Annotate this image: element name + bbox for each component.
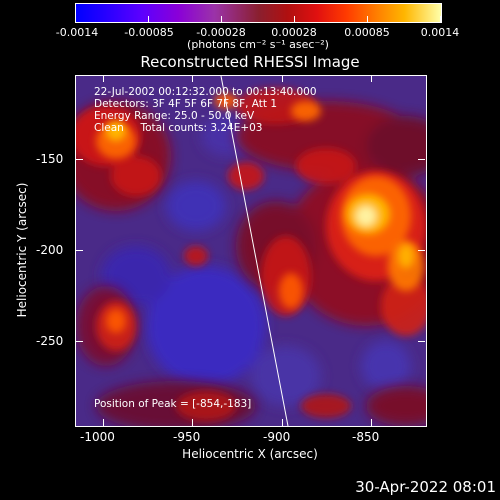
colorbar-tick-label: 0.0014 (420, 26, 460, 39)
x-axis-tick (103, 75, 104, 82)
y-axis-tick (76, 250, 83, 251)
x-axis-tick (282, 75, 283, 82)
x-axis-tick (371, 75, 372, 82)
generation-timestamp: 30-Apr-2022 08:01 (355, 478, 496, 496)
y-axis-tick (76, 341, 83, 342)
x-axis-label: Heliocentric X (arcsec) (182, 447, 318, 461)
clean-counts-text: Clean Total counts: 3.24E+03 (94, 122, 263, 134)
colorbar (75, 3, 442, 23)
colorbar-tick (367, 16, 368, 22)
colorbar-tick-label: -0.00028 (196, 26, 246, 39)
x-axis-tick-label: -850 (352, 430, 380, 444)
y-axis-tick-label: -150 (36, 152, 64, 166)
y-axis-tick (418, 341, 425, 342)
x-axis-tick-label: -900 (263, 430, 291, 444)
colorbar-tick (440, 16, 441, 22)
x-axis-tick-label: -950 (173, 430, 201, 444)
x-axis-tick (371, 419, 372, 426)
colorbar-tick (148, 16, 149, 22)
y-axis-tick (76, 159, 83, 160)
rhessi-image (76, 76, 426, 426)
x-axis-tick (192, 419, 193, 426)
plot-title: Reconstructed RHESSI Image (140, 53, 360, 71)
y-axis-label: Heliocentric Y (arcsec) (15, 182, 29, 318)
colorbar-tick-label: -0.0014 (55, 26, 99, 39)
peak-position-text: Position of Peak = [-854,-183] (94, 398, 252, 410)
x-axis-tick (103, 419, 104, 426)
colorbar-tick-label: 0.00085 (344, 26, 390, 39)
colorbar-tick (75, 16, 76, 22)
colorbar-tick (294, 16, 295, 22)
rhessi-image-plot: 22-Jul-2002 00:12:32.000 to 00:13:40.000… (75, 75, 427, 427)
colorbar-tick-label: 0.00028 (271, 26, 317, 39)
x-axis-tick (192, 75, 193, 82)
x-axis-tick-label: -1000 (80, 430, 115, 444)
detectors-text: Detectors: 3F 4F 5F 6F 7F 8F, Att 1 (94, 98, 278, 110)
y-axis-tick (418, 159, 425, 160)
y-axis-tick-label: -250 (36, 334, 64, 348)
colorbar-tick-label: -0.00085 (124, 26, 174, 39)
y-axis-tick-label: -200 (36, 243, 64, 257)
time-range-text: 22-Jul-2002 00:12:32.000 to 00:13:40.000 (94, 86, 317, 98)
colorbar-units-label: (photons cm⁻² s⁻¹ asec⁻²) (187, 38, 329, 51)
colorbar-tick (221, 16, 222, 22)
solar-limb-line (220, 76, 289, 426)
x-axis-tick (282, 419, 283, 426)
y-axis-tick (418, 250, 425, 251)
energy-range-text: Energy Range: 25.0 - 50.0 keV (94, 110, 255, 122)
